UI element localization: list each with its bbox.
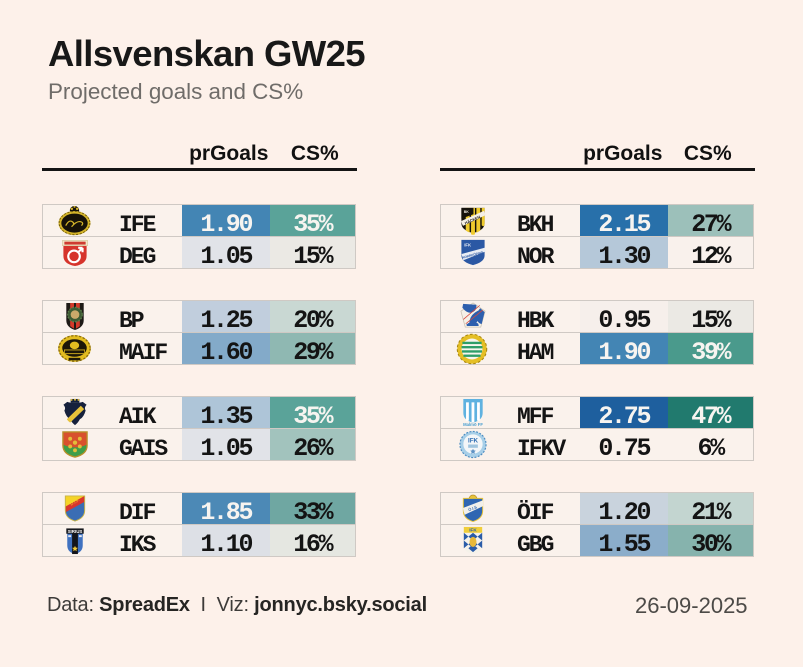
svg-text:HÄCKEN: HÄCKEN xyxy=(464,215,481,225)
svg-text:IFK: IFK xyxy=(469,528,477,533)
svg-text:NORRKÖPING: NORRKÖPING xyxy=(461,249,484,260)
svg-text:Ö.I.S: Ö.I.S xyxy=(467,504,477,512)
svg-text:IFK: IFK xyxy=(468,438,479,445)
svg-text:Malmö FF: Malmö FF xyxy=(463,422,483,427)
svg-text:IFK: IFK xyxy=(464,243,472,248)
svg-text:SIRIUS: SIRIUS xyxy=(68,529,83,534)
svg-text:BK: BK xyxy=(464,210,470,214)
svg-text:D.I.F.: D.I.F. xyxy=(69,497,80,506)
